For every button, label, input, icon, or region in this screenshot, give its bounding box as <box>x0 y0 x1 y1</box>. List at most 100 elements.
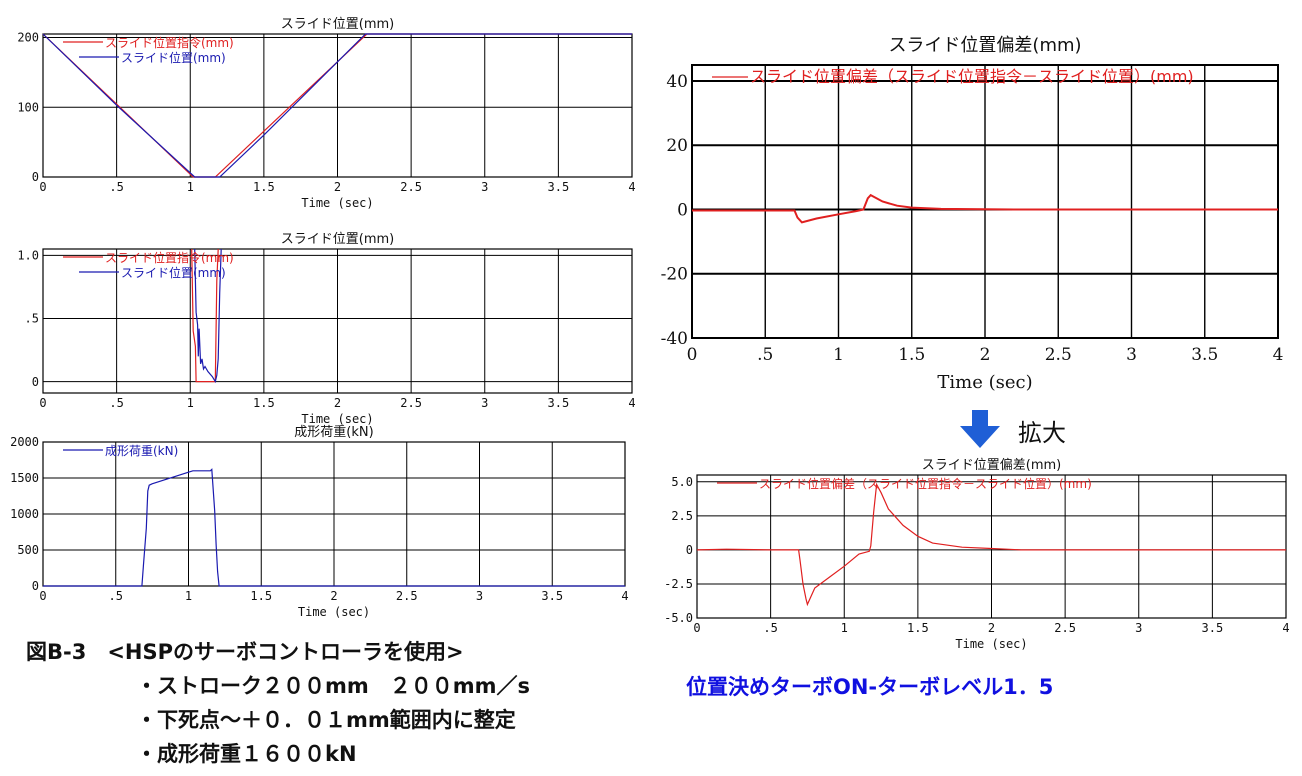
x-axis-label: Time (sec) <box>298 605 370 619</box>
y-tick-label: 20 <box>666 136 688 156</box>
x-tick-label: 3.5 <box>548 396 570 410</box>
x-tick-label: .5 <box>757 345 773 365</box>
x-tick-label: .5 <box>109 180 123 194</box>
y-tick-label: -5.0 <box>664 611 693 625</box>
x-tick-label: 2.5 <box>1045 345 1072 365</box>
x-tick-label: 1.5 <box>253 180 275 194</box>
chart-title: スライド位置(mm) <box>281 17 394 32</box>
chart-title: スライド位置偏差(mm) <box>922 458 1061 473</box>
turbo-note: 位置決めターボON-ターボレベル1．5 <box>686 675 1054 699</box>
y-tick-label: 200 <box>17 31 39 45</box>
legend-label: スライド位置偏差（スライド位置指令－スライド位置）(mm) <box>759 476 1092 491</box>
x-tick-label: 3 <box>481 180 488 194</box>
x-tick-label: 1.5 <box>250 589 272 603</box>
x-tick-label: 3.5 <box>541 589 563 603</box>
series-line <box>191 248 219 383</box>
chart-slide-position-deviation: 0 .5 1 1.5 2 2.5 3 3.5 4 -40 -20 0 20 40 スライド位置偏差(mm) T… <box>661 35 1284 393</box>
series-line <box>194 248 222 384</box>
y-tick-label: 1.0 <box>17 249 39 263</box>
x-tick-label: 2.5 <box>400 396 422 410</box>
y-tick-label: 0 <box>677 200 688 220</box>
y-tick-label: 100 <box>17 100 39 114</box>
series-line <box>43 468 625 587</box>
x-tick-label: 4 <box>628 180 635 194</box>
legend-label: スライド位置(mm) <box>121 50 226 65</box>
x-tick-label: 2 <box>330 589 337 603</box>
x-tick-label: 0 <box>687 345 698 365</box>
zoom-label: 拡大 <box>1018 419 1066 447</box>
x-tick-label: 0 <box>39 589 46 603</box>
series-line <box>692 193 1278 224</box>
x-tick-label: 3 <box>1135 621 1142 635</box>
y-tick-label: -20 <box>661 265 688 285</box>
x-axis-label: Time (sec) <box>937 372 1032 393</box>
x-axis-label: Time (sec) <box>955 637 1027 651</box>
x-tick-label: .5 <box>109 589 123 603</box>
y-tick-label: -2.5 <box>664 577 693 591</box>
x-tick-label: 1 <box>187 180 194 194</box>
bullet-bdc: ・下死点～＋０．０１mm範囲内に整定 <box>136 708 516 732</box>
y-tick-label: .5 <box>25 312 39 326</box>
x-axis-label: Time (sec) <box>301 196 373 210</box>
legend-label: スライド位置偏差（スライド位置指令－スライド位置）(mm) <box>750 67 1194 86</box>
x-tick-label: .5 <box>109 396 123 410</box>
chart-slide-position-deviation-zoom: 0 .5 1 1.5 2 2.5 3 3.5 4 -5.0 -2.5 0 2.5 5.0 スライド位置偏差(… <box>664 458 1290 651</box>
x-tick-label: 1.5 <box>253 396 275 410</box>
down-arrow-icon <box>960 410 1000 448</box>
x-tick-label: 2.5 <box>400 180 422 194</box>
x-tick-label: 3 <box>476 589 483 603</box>
series-line <box>696 482 1286 607</box>
y-tick-label: 5.0 <box>671 475 693 489</box>
x-tick-label: 2 <box>980 345 991 365</box>
x-tick-label: 2 <box>988 621 995 635</box>
x-tick-label: .5 <box>763 621 777 635</box>
x-tick-label: 2.5 <box>1054 621 1076 635</box>
y-tick-label: 500 <box>17 543 39 557</box>
y-tick-label: 2000 <box>10 435 39 449</box>
chart-slide-position: 0 .5 1 1.5 2 2.5 3 3.5 4 0 100 200 スライド位置(mm) Time (s… <box>17 17 635 210</box>
x-tick-label: 1 <box>185 589 192 603</box>
y-tick-label: 2.5 <box>671 509 693 523</box>
y-tick-label: 0 <box>32 579 39 593</box>
chart-title: スライド位置偏差(mm) <box>888 35 1081 56</box>
x-tick-label: 3.5 <box>1202 621 1224 635</box>
x-tick-label: 4 <box>1273 345 1284 365</box>
y-tick-label: 0 <box>32 170 39 184</box>
bullet-load: ・成形荷重１６００kN <box>136 742 357 766</box>
bullet-stroke: ・ストローク２００mm ２００mm／s <box>136 674 531 698</box>
chart-title: スライド位置(mm) <box>281 232 394 247</box>
chart-forming-load: 0 .5 1 1.5 2 2.5 3 3.5 4 0 500 1000 1500 2000 成形荷重(kN)… <box>10 424 629 619</box>
series-line <box>42 33 632 178</box>
x-tick-label: 2 <box>334 396 341 410</box>
legend-label: スライド位置(mm) <box>121 265 226 280</box>
x-tick-label: 3.5 <box>548 180 570 194</box>
legend-label: スライド位置指令(mm) <box>105 250 234 265</box>
x-tick-label: 2 <box>334 180 341 194</box>
x-axis-label: Time (sec) <box>301 412 373 426</box>
x-tick-label: 4 <box>1282 621 1289 635</box>
y-tick-label: 40 <box>666 72 688 92</box>
chart-title: 成形荷重(kN) <box>294 424 373 440</box>
x-tick-label: 4 <box>628 396 635 410</box>
y-tick-label: -40 <box>661 329 688 349</box>
x-tick-label: 3.5 <box>1191 345 1218 365</box>
x-tick-label: 4 <box>621 589 628 603</box>
y-tick-label: 1500 <box>10 471 39 485</box>
x-tick-label: 0 <box>39 180 46 194</box>
x-tick-label: 3 <box>1126 345 1137 365</box>
x-tick-label: 1.5 <box>907 621 929 635</box>
y-tick-label: 1000 <box>10 507 39 521</box>
x-tick-label: 3 <box>481 396 488 410</box>
y-tick-label: 0 <box>32 375 39 389</box>
legend-label: スライド位置指令(mm) <box>105 35 234 50</box>
x-tick-label: 1.5 <box>898 345 925 365</box>
y-tick-label: 0 <box>686 543 693 557</box>
x-tick-label: 1 <box>187 396 194 410</box>
figure-label: 図B-3 <HSPのサーボコントローラを使用> <box>26 640 464 664</box>
x-tick-label: 1 <box>833 345 844 365</box>
chart-slide-position-zoom: 0 .5 1 1.5 2 2.5 3 3.5 4 0 .5 1.0 スライド位置(mm) Time (se… <box>17 232 635 426</box>
x-tick-label: 0 <box>39 396 46 410</box>
x-tick-label: 1 <box>841 621 848 635</box>
x-tick-label: 2.5 <box>396 589 418 603</box>
